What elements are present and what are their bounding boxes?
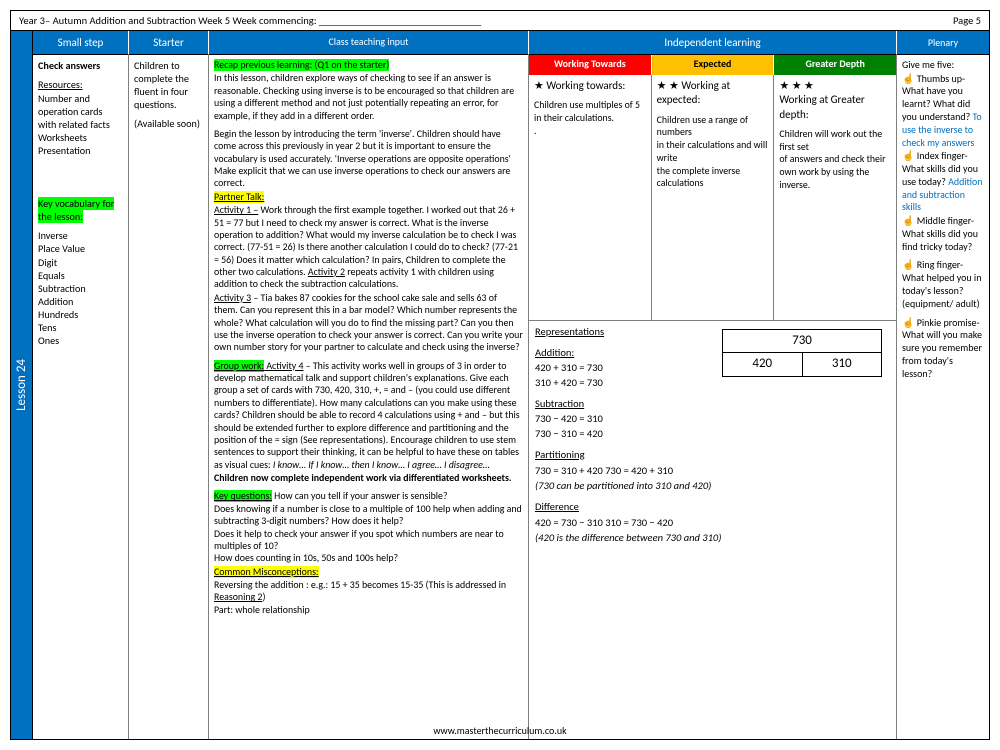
misconceptions-label: Common Misconceptions:	[214, 566, 319, 578]
header-independent: Independent learning	[529, 31, 897, 55]
difference-note: (420 is the difference between 730 and 3…	[535, 531, 721, 544]
group-work-label: Group work:	[214, 360, 264, 372]
working-towards-header: Working Towards	[529, 55, 652, 75]
vocab-label: Key vocabulary for the lesson:	[38, 197, 114, 223]
partitioning-label: Partitioning	[535, 448, 585, 461]
independent-column: Working Towards Expected Greater Depth ★…	[529, 55, 897, 739]
column-headers: Small step Starter Class teaching input …	[33, 31, 989, 55]
plenary-middle: ☝ Middle finger- What skills did you fin…	[902, 215, 984, 253]
subtraction-lines: 730 − 420 = 310730 − 310 = 420	[535, 412, 890, 441]
partitioning-line: 730 = 310 + 420 730 = 420 + 310	[535, 464, 890, 479]
difference-line: 420 = 730 − 310 310 = 730 − 420	[535, 516, 890, 531]
ex-body: Children use a range of numbersin their …	[657, 114, 769, 190]
plenary-thumb: ☝ Thumbs up- What have you learnt? What …	[902, 72, 970, 123]
starter-column: Children to complete the fluent in four …	[129, 55, 209, 739]
small-step-column: Check answers Resources: Number and oper…	[33, 55, 129, 739]
lesson-title: Check answers	[38, 59, 100, 72]
plenary-intro: Give me five:	[902, 59, 984, 72]
misconceptions-text: Reversing the addition : e.g.: 15 + 35 b…	[214, 579, 523, 616]
worksheets-note: Children now complete independent work v…	[214, 472, 512, 484]
greater-depth-header: Greater Depth	[774, 55, 896, 75]
partner-talk-label: Partner Talk:	[214, 191, 264, 203]
starter-text: Children to complete the fluent in four …	[134, 59, 203, 111]
lesson-number-tab: Lesson 24	[11, 31, 33, 739]
header-teaching: Class teaching input	[209, 31, 529, 55]
stem-sentences: I know… If I know… then I know… I agree……	[273, 459, 490, 471]
vocab-list: InversePlace ValueDigitEqualsSubtraction…	[38, 229, 123, 346]
activity1-label: Activity 1 –	[214, 204, 258, 216]
partitioning-note: (730 can be partitioned into 310 and 420…	[535, 479, 711, 492]
working-towards-cell: ★ Working towards: Children use multiple…	[529, 75, 652, 320]
resources-text: Number and operation cards with related …	[38, 92, 123, 157]
header-left: Year 3– Autumn Addition and Subtraction …	[19, 14, 481, 27]
lesson-number-label: Lesson 24	[14, 359, 29, 411]
page-header: Year 3– Autumn Addition and Subtraction …	[11, 11, 989, 31]
reps-title: Representations	[535, 325, 604, 338]
header-small-step: Small step	[33, 31, 129, 55]
activity3-text: – Tia bakes 87 cookies for the school ca…	[214, 292, 523, 354]
bar-part-left: 420	[722, 353, 802, 377]
footer-url: www.masterthecurriculum.co.uk	[433, 724, 566, 737]
bar-part-right: 310	[802, 353, 883, 377]
plenary-column: Give me five: ☝ Thumbs up- What have you…	[897, 55, 989, 739]
teaching-column: Recap previous learning: (Q1 on the star…	[209, 55, 529, 739]
teaching-begin: Begin the lesson by introducing the term…	[214, 128, 523, 190]
activity3-label: Activity 3	[214, 292, 251, 304]
difference-label: Difference	[535, 500, 579, 513]
lesson-plan-page: Year 3– Autumn Addition and Subtraction …	[10, 10, 990, 740]
plenary-ring: ☝ Ring finger- What helped you in today'…	[902, 259, 984, 310]
bar-model: 730 420 310	[722, 329, 882, 377]
wt-body: Children use multiples of 5 in their cal…	[534, 99, 646, 137]
header-starter: Starter	[129, 31, 209, 55]
header-right: Page 5	[953, 14, 981, 27]
expected-cell: ★ ★ Working at expected: Children use a …	[652, 75, 775, 320]
subtraction-label: Subtraction	[535, 397, 584, 410]
header-plenary: Plenary	[897, 31, 989, 55]
expected-header: Expected	[652, 55, 775, 75]
ex-head: ★ ★ Working at expected:	[657, 79, 730, 106]
gd-head: ★ ★ ★Working at Greater depth:	[779, 79, 864, 121]
recap-label: Recap previous learning: (Q1 on the star…	[214, 59, 389, 71]
greater-depth-cell: ★ ★ ★Working at Greater depth: Children …	[774, 75, 896, 320]
resources-label: Resources:	[38, 78, 83, 91]
plenary-pinkie: ☝ Pinkie promise- What will you make sur…	[902, 317, 984, 381]
wt-head: ★ Working towards:	[534, 79, 625, 92]
gd-body: Children will work out the first setof a…	[779, 128, 891, 192]
bar-whole: 730	[722, 329, 882, 353]
activity2-label: Activity 2	[308, 266, 345, 278]
activity4-text: – This activity works well in groups of …	[214, 360, 520, 471]
starter-note: (Available soon)	[134, 117, 203, 130]
key-questions-label: Key questions:	[214, 490, 272, 502]
addition-label: Addition:	[535, 346, 574, 359]
activity4-label: Activity 4	[264, 360, 303, 372]
teaching-intro: In this lesson, children explore ways of…	[214, 72, 523, 122]
representations-panel: 730 420 310 Representations Addition: 42…	[529, 320, 896, 739]
